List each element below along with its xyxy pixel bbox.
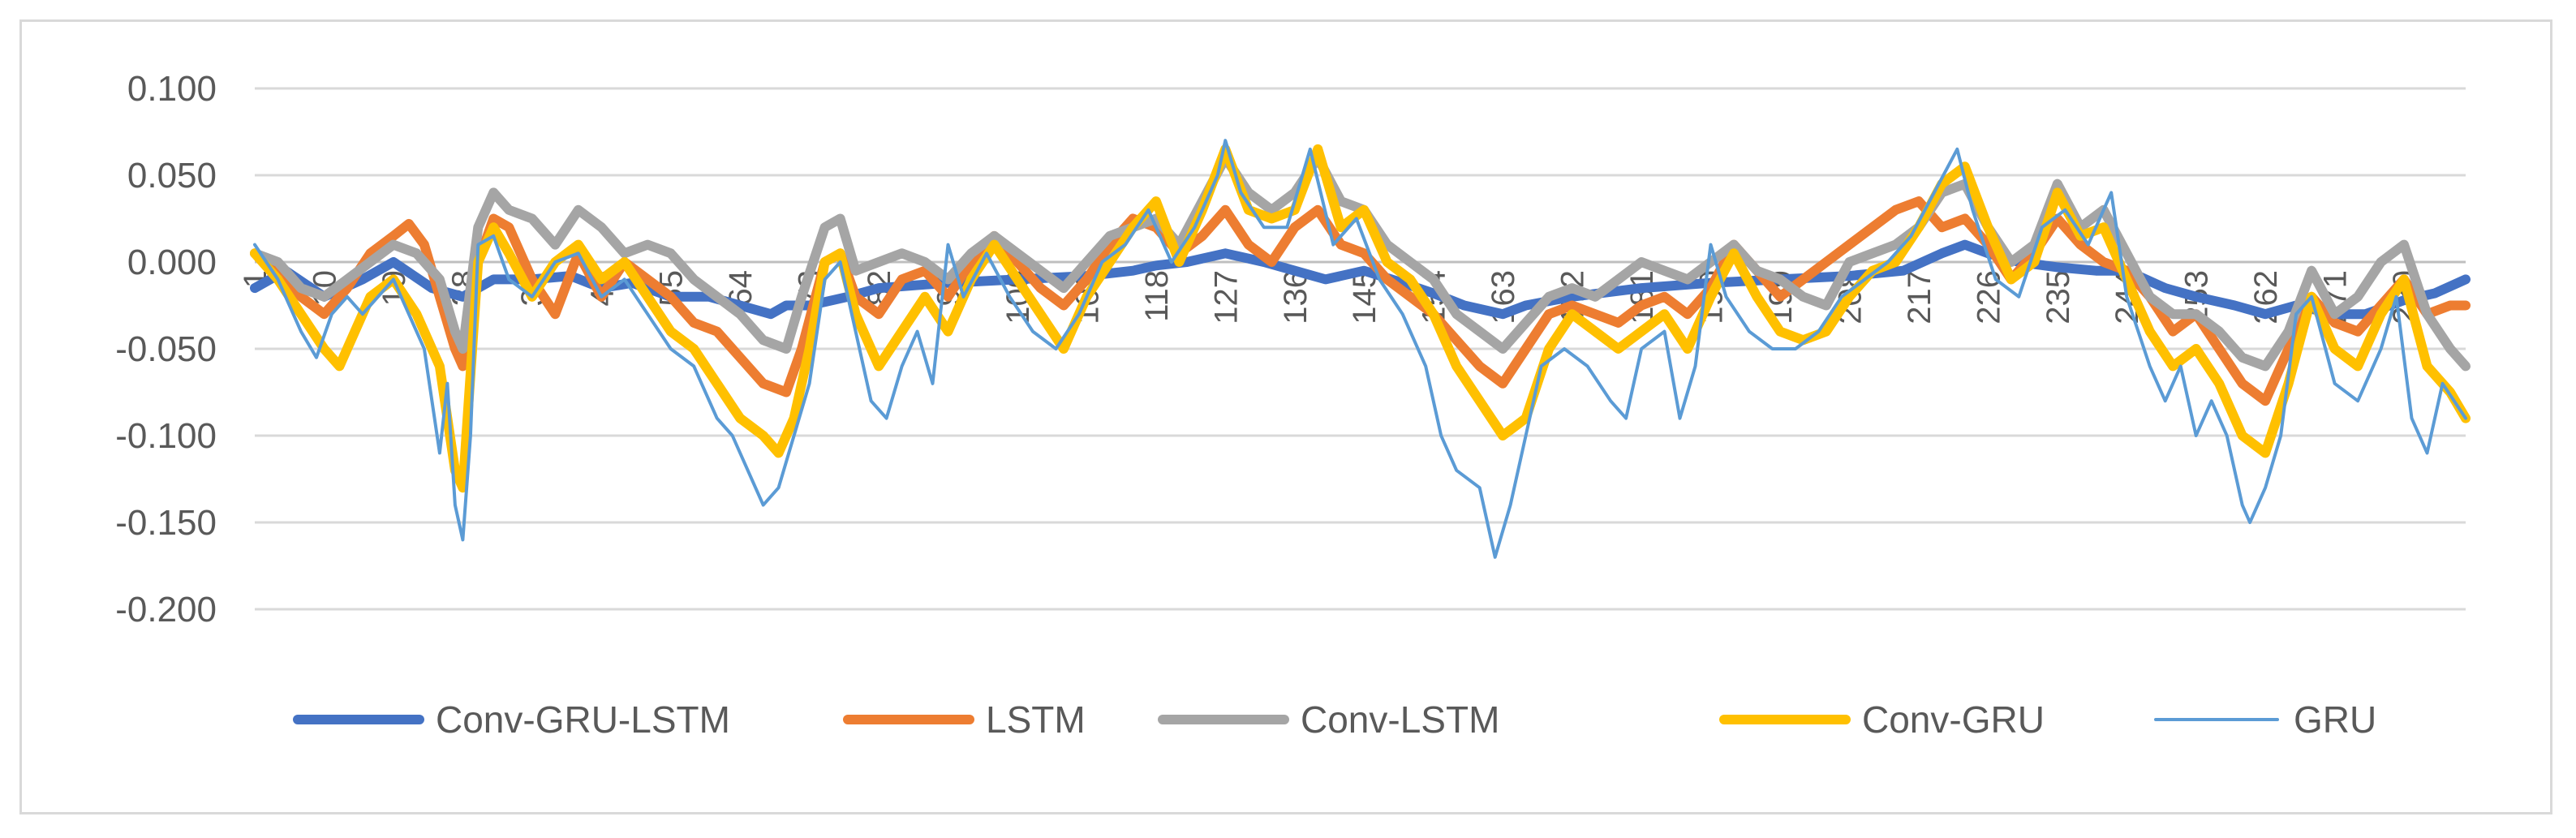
y-tick-label: -0.100: [115, 416, 217, 456]
y-tick-label: 0.000: [127, 243, 217, 282]
y-tick-label: 0.100: [127, 69, 217, 109]
y-tick-label: -0.050: [115, 329, 217, 369]
x-tick-label: 235: [2041, 270, 2076, 324]
legend-label-conv-lstm: Conv-LSTM: [1301, 698, 1499, 741]
x-tick-label: 217: [1902, 270, 1937, 324]
x-tick-label: 127: [1208, 270, 1244, 324]
y-tick-label: -0.150: [115, 503, 217, 543]
y-tick-label: 0.050: [127, 156, 217, 196]
x-tick-label: 118: [1139, 270, 1175, 322]
series-line-gru: [253, 139, 2467, 559]
legend-label-lstm: LSTM: [986, 698, 1086, 741]
legend-label-conv-gru: Conv-GRU: [1862, 698, 2045, 741]
legend-label-conv-gru-lstm: Conv-GRU-LSTM: [436, 698, 730, 741]
line-chart: 0.1000.0500.000-0.050-0.100-0.150-0.200 …: [115, 69, 2471, 741]
series-line-lstm: [250, 196, 2471, 406]
chart-frame: 0.100 0.050 0.000 -0.050 -0.100 -0.150 -0.200 …: [19, 19, 2552, 814]
y-axis-ticks: 0.100 0.050 0.000 -0.050 -0.100 -0.150 -0.200: [115, 69, 217, 630]
x-tick-label: 226: [1971, 270, 2006, 324]
legend-label-gru: GRU: [2294, 698, 2376, 741]
y-tick-label: -0.200: [115, 590, 217, 630]
legend: Conv-GRU-LSTM LSTM Conv-LSTM Conv-GRU GRU: [293, 698, 2376, 741]
series-line-conv-gru: [250, 144, 2471, 493]
gridlines: [255, 87, 2466, 611]
series-lines: [250, 139, 2471, 559]
